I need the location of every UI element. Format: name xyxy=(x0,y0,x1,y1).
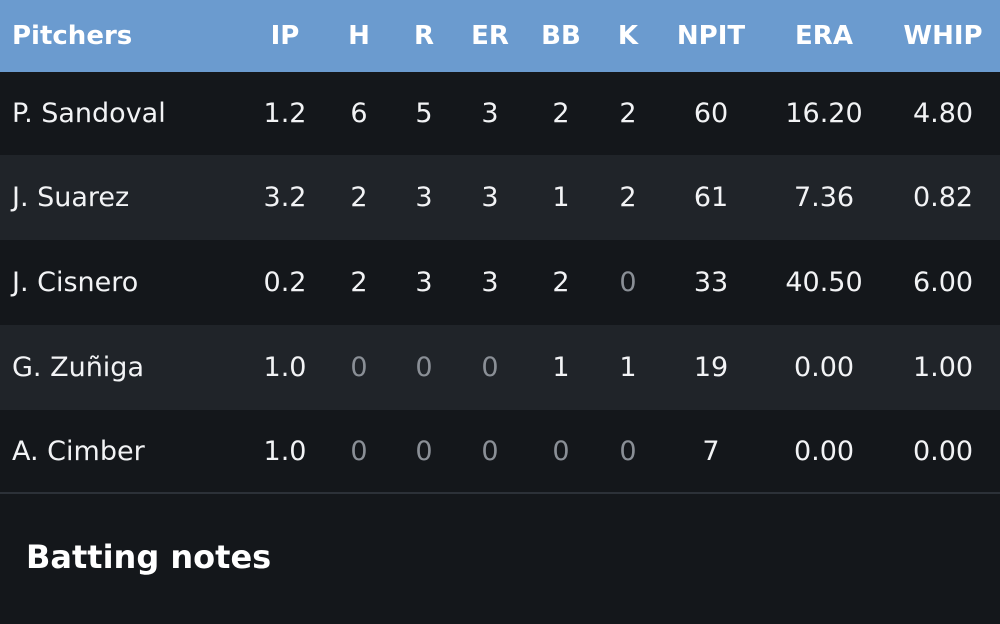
stat-cell: 0 xyxy=(619,267,637,298)
table-row: P. Sandoval 1.2 6 5 3 2 2 60 16.20 4.80 xyxy=(0,72,1000,155)
stat-cell: 7 xyxy=(702,435,720,467)
stat-cell: 0 xyxy=(415,435,433,467)
stat-cell: 1 xyxy=(552,352,570,383)
stat-cell: 0.00 xyxy=(793,352,855,383)
column-header: IP xyxy=(270,21,300,51)
stat-cell: 7.36 xyxy=(793,182,855,213)
table-row: J. Cisnero 0.2 2 3 3 2 0 33 40.50 6.00 xyxy=(0,240,1000,325)
pitcher-name: A. Cimber xyxy=(12,435,145,467)
column-header: ERA xyxy=(795,21,853,51)
stat-cell: 1 xyxy=(552,182,570,213)
pitcher-name: G. Zuñiga xyxy=(12,352,144,383)
table-row: A. Cimber 1.0 0 0 0 0 0 7 0.00 0.00 xyxy=(0,410,1000,492)
stat-cell: 6.00 xyxy=(912,267,974,298)
stat-cell: 33 xyxy=(693,267,729,298)
section-title: Batting notes xyxy=(26,538,272,576)
stat-cell: 1.0 xyxy=(263,435,307,467)
stat-cell: 2 xyxy=(619,98,637,129)
stat-cell: 4.80 xyxy=(912,98,974,129)
stat-cell: 6 xyxy=(350,98,368,129)
stat-cell: 0 xyxy=(350,435,368,467)
stat-cell: 0 xyxy=(552,435,570,467)
stat-cell: 1.0 xyxy=(263,352,307,383)
pitcher-name: P. Sandoval xyxy=(12,98,166,129)
stat-cell: 0 xyxy=(619,435,637,467)
stat-cell: 3 xyxy=(415,182,433,213)
column-header: NPIT xyxy=(676,21,746,51)
header-row: Pitchers IP H R ER BB K NPIT ERA WHIP xyxy=(0,0,1000,72)
stat-cell: 2 xyxy=(619,182,637,213)
stat-cell: 3 xyxy=(481,267,499,298)
column-header: R xyxy=(413,21,435,51)
stat-cell: 19 xyxy=(693,352,729,383)
stat-cell: 0 xyxy=(481,352,499,383)
column-header: K xyxy=(617,21,639,51)
table-row: G. Zuñiga 1.0 0 0 0 1 1 19 0.00 1.00 xyxy=(0,325,1000,410)
table-row: J. Suarez 3.2 2 3 3 1 2 61 7.36 0.82 xyxy=(0,155,1000,240)
stat-cell: 3.2 xyxy=(263,182,307,213)
stat-cell: 2 xyxy=(350,182,368,213)
column-header: H xyxy=(348,21,370,51)
stat-cell: 40.50 xyxy=(785,267,863,298)
stat-cell: 61 xyxy=(693,182,729,213)
column-header: WHIP xyxy=(903,21,983,51)
stat-cell: 5 xyxy=(415,98,433,129)
divider xyxy=(0,492,1000,494)
stat-cell: 0.00 xyxy=(793,435,855,467)
stat-cell: 3 xyxy=(415,267,433,298)
stat-cell: 16.20 xyxy=(785,98,863,129)
stat-cell: 3 xyxy=(481,98,499,129)
stat-cell: 2 xyxy=(552,267,570,298)
stat-cell: 2 xyxy=(552,98,570,129)
pitcher-name: J. Cisnero xyxy=(12,267,139,298)
stat-cell: 2 xyxy=(350,267,368,298)
stat-cell: 1.2 xyxy=(263,98,307,129)
stat-cell: 0.00 xyxy=(912,435,974,467)
stat-cell: 0 xyxy=(415,352,433,383)
stat-cell: 0.82 xyxy=(912,182,974,213)
column-header: BB xyxy=(541,21,581,51)
stat-cell: 0.2 xyxy=(263,267,307,298)
stat-cell: 1 xyxy=(619,352,637,383)
column-header: ER xyxy=(471,21,509,51)
pitcher-name: J. Suarez xyxy=(12,182,130,213)
stat-cell: 0 xyxy=(481,435,499,467)
column-header: Pitchers xyxy=(12,21,133,51)
stat-cell: 0 xyxy=(350,352,368,383)
stat-cell: 3 xyxy=(481,182,499,213)
stat-cell: 60 xyxy=(693,98,729,129)
stat-cell: 1.00 xyxy=(912,352,974,383)
